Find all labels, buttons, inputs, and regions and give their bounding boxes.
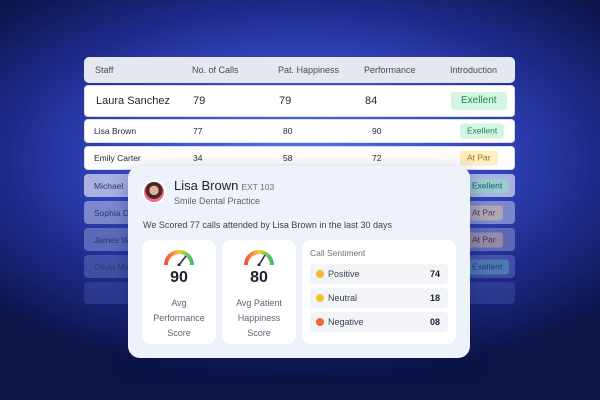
column-header-happiness: Pat. Happiness <box>278 65 340 75</box>
sentiment-positive: Positive 74 <box>310 264 448 284</box>
table-row[interactable]: Laura Sanchez 79 79 84 Exellent <box>84 85 515 117</box>
table-row[interactable]: Lisa Brown 77 80 90 Exellent <box>84 119 515 143</box>
stat-label: Avg Patient Happiness Score <box>236 298 282 338</box>
status-badge: At Par <box>465 205 503 220</box>
staff-name: James W <box>94 234 130 245</box>
stat-label: Avg Performance Score <box>153 298 205 338</box>
calls-count: 77 <box>193 126 203 136</box>
gauge-icon <box>244 250 274 266</box>
status-badge: At Par <box>465 232 503 247</box>
sentiment-count: 18 <box>429 293 440 303</box>
staff-name: Laura Sanchez <box>96 95 170 107</box>
happiness-score: 79 <box>279 95 292 107</box>
sentiment-negative: Negative 08 <box>310 312 448 332</box>
column-header-introduction: Introduction <box>450 65 498 75</box>
practice-name: Smile Dental Practice <box>174 196 261 206</box>
staff-name: Emily Carter <box>94 153 141 163</box>
status-badge: Exellent <box>460 123 505 139</box>
staff-detail-card: Lisa Brown EXT 103 Smile Dental Practice … <box>128 166 470 358</box>
sentiment-label: Negative <box>328 317 364 327</box>
status-badge: Exellent <box>451 92 507 110</box>
avatar <box>142 180 166 204</box>
extension-label: EXT 103 <box>241 182 275 192</box>
sentiment-title: Call Sentiment <box>310 248 366 258</box>
column-header-calls: No. of Calls <box>192 65 239 75</box>
calls-count: 34 <box>193 153 203 163</box>
stat-value: 80 <box>250 269 268 286</box>
avg-happiness-stat: 80 Avg Patient Happiness Score <box>222 240 296 344</box>
happy-face-icon <box>316 270 324 278</box>
gauge-icon <box>164 250 194 266</box>
column-header-staff: Staff <box>95 65 114 75</box>
calls-count: 79 <box>193 95 206 107</box>
status-badge: Exellent <box>465 178 510 193</box>
card-staff-name: Lisa Brown EXT 103 <box>174 178 274 193</box>
happiness-score: 58 <box>283 153 293 163</box>
sentiment-count: 08 <box>429 317 440 327</box>
neutral-face-icon <box>316 294 324 302</box>
call-sentiment-panel: Call Sentiment Positive 74 Neutral 18 Ne… <box>302 240 456 344</box>
avg-performance-stat: 90 Avg Performance Score <box>142 240 216 344</box>
sentiment-neutral: Neutral 18 <box>310 288 448 308</box>
sentiment-label: Neutral <box>328 293 358 303</box>
performance-score: 72 <box>372 153 382 163</box>
status-badge: Exellent <box>465 259 510 274</box>
sentiment-label: Positive <box>328 269 360 279</box>
stat-value: 90 <box>170 269 188 286</box>
staff-name: Olivia Ma <box>94 261 130 272</box>
staff-name: Lisa Brown <box>94 126 137 136</box>
performance-score: 84 <box>365 95 378 107</box>
happiness-score: 80 <box>283 126 293 136</box>
staff-name: Sophia D <box>94 207 129 218</box>
sentiment-count: 74 <box>429 269 440 279</box>
staff-name: Lisa Brown <box>174 178 239 193</box>
performance-score: 90 <box>372 126 382 136</box>
staff-name: Michael <box>94 180 124 191</box>
angry-face-icon <box>316 318 324 326</box>
table-header: Staff No. of Calls Pat. Happiness Perfor… <box>84 57 515 83</box>
status-badge: At Par <box>460 150 498 166</box>
summary-text: We Scored 77 calls attended by Lisa Brow… <box>143 220 392 230</box>
column-header-performance: Performance <box>364 65 416 75</box>
